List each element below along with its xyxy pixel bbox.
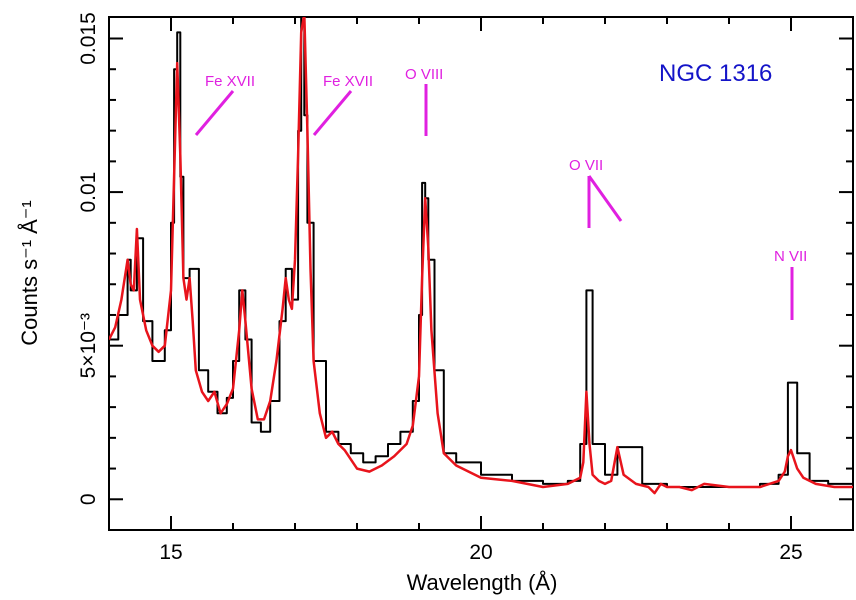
o-vii-marker-2 xyxy=(587,175,623,222)
model-fit-series xyxy=(109,17,853,495)
fe-xvii-marker-1 xyxy=(194,90,235,136)
x-tick-label: 25 xyxy=(779,541,802,564)
x-tick-label: 20 xyxy=(469,541,492,564)
y-tick-label: 0.015 xyxy=(77,12,100,65)
annotation-o-viii: O VIII xyxy=(405,66,443,83)
y-axis-title: Counts s⁻¹ Å⁻¹ xyxy=(17,200,42,345)
x-axis-ticks: 15 20 25 xyxy=(108,17,854,564)
fe-xvii-marker-2 xyxy=(312,90,353,136)
annotation-markers xyxy=(194,84,794,320)
annotation-o-vii: O VII xyxy=(569,157,603,174)
series-layer xyxy=(109,17,853,495)
y-axis-ticks: 0 5×10⁻³ 0.01 0.015 xyxy=(77,12,853,505)
annotation-fe-xvii-2: Fe XVII xyxy=(323,73,373,90)
plot-frame xyxy=(108,16,854,531)
object-label: NGC 1316 xyxy=(659,60,772,87)
y-tick-label: 5×10⁻³ xyxy=(77,313,100,378)
x-tick-label: 15 xyxy=(159,541,182,564)
y-tick-label: 0 xyxy=(77,493,100,505)
annotation-fe-xvii-1: Fe XVII xyxy=(205,73,255,90)
y-tick-label: 0.01 xyxy=(77,172,100,213)
x-axis-title: Wavelength (Å) xyxy=(407,570,558,595)
annotation-n-vii: N VII xyxy=(774,248,807,265)
